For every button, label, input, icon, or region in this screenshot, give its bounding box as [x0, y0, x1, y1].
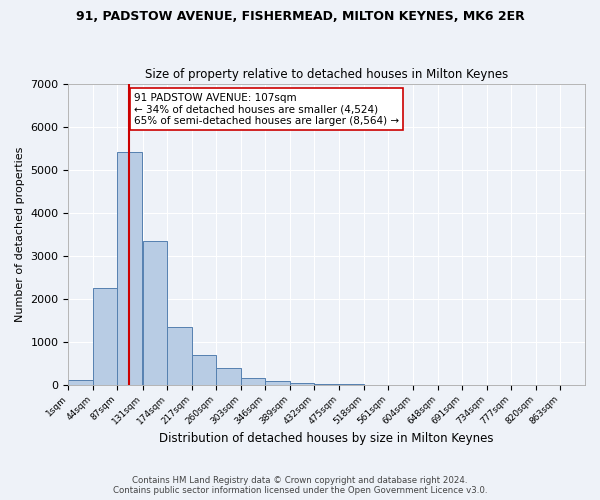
Bar	[290, 383, 314, 384]
Bar	[167, 326, 192, 384]
Bar	[216, 368, 241, 384]
Bar	[241, 378, 265, 384]
Title: Size of property relative to detached houses in Milton Keynes: Size of property relative to detached ho…	[145, 68, 508, 81]
Bar	[68, 380, 93, 384]
Bar	[143, 240, 167, 384]
X-axis label: Distribution of detached houses by size in Milton Keynes: Distribution of detached houses by size …	[160, 432, 494, 445]
Bar	[192, 354, 216, 384]
Text: 91, PADSTOW AVENUE, FISHERMEAD, MILTON KEYNES, MK6 2ER: 91, PADSTOW AVENUE, FISHERMEAD, MILTON K…	[76, 10, 524, 23]
Bar	[265, 382, 290, 384]
Text: 91 PADSTOW AVENUE: 107sqm
← 34% of detached houses are smaller (4,524)
65% of se: 91 PADSTOW AVENUE: 107sqm ← 34% of detac…	[134, 92, 399, 126]
Bar	[118, 152, 142, 384]
Y-axis label: Number of detached properties: Number of detached properties	[15, 146, 25, 322]
Bar	[93, 288, 118, 384]
Text: Contains HM Land Registry data © Crown copyright and database right 2024.
Contai: Contains HM Land Registry data © Crown c…	[113, 476, 487, 495]
